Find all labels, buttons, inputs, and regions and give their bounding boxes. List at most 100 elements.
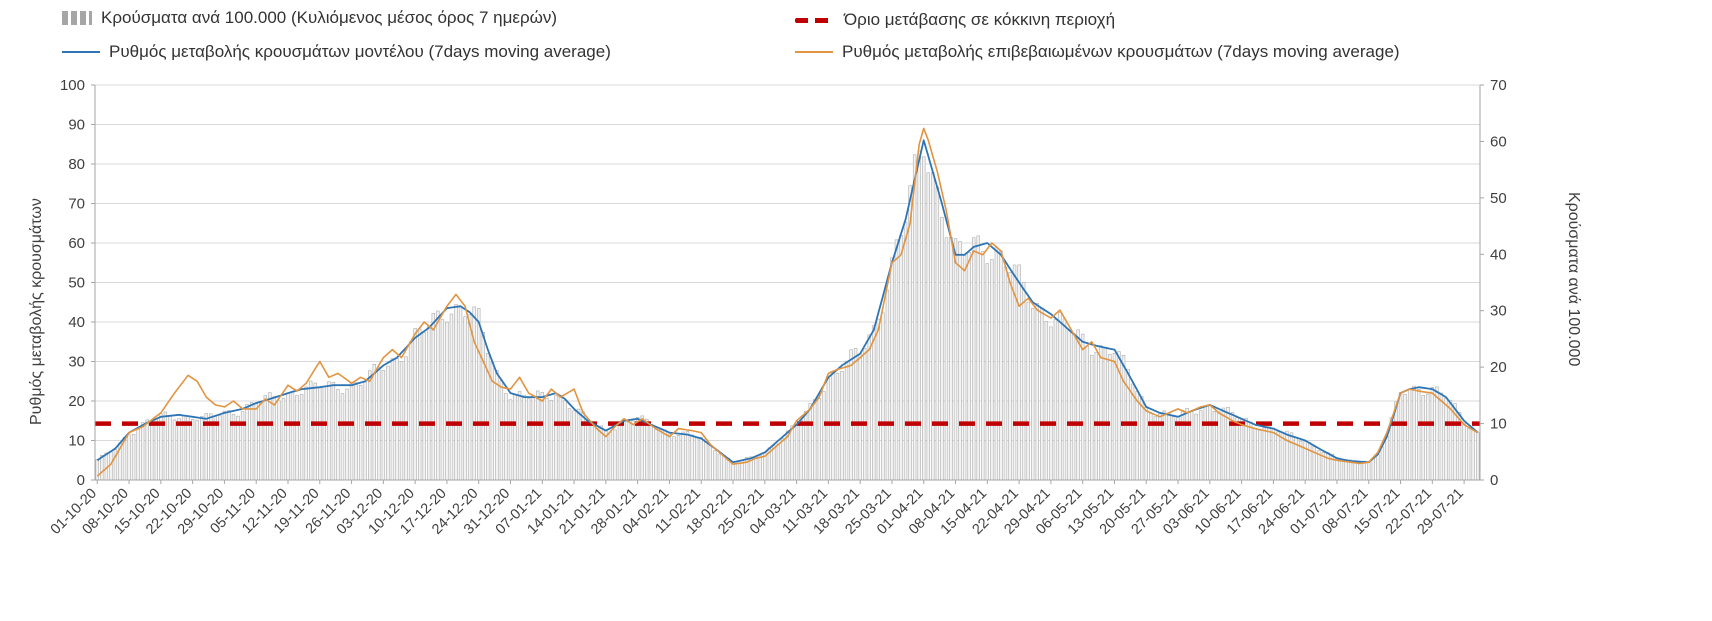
left-tick-label: 40 — [68, 314, 85, 331]
daily-bar — [908, 185, 912, 481]
daily-bar — [1144, 406, 1148, 481]
daily-bar — [1435, 386, 1439, 481]
daily-bar — [1344, 459, 1348, 481]
daily-bar — [1221, 407, 1226, 481]
daily-bar — [685, 431, 690, 481]
daily-bar — [195, 419, 199, 481]
daily-bar — [145, 419, 149, 481]
daily-bar — [390, 358, 395, 481]
daily-bar — [395, 358, 399, 481]
daily-bar — [1253, 427, 1257, 481]
daily-bar — [658, 429, 663, 481]
daily-bar — [299, 394, 304, 481]
daily-bar — [808, 403, 812, 481]
daily-bar — [1040, 307, 1044, 481]
daily-bar — [853, 348, 858, 481]
left-tick-label: 60 — [68, 235, 85, 252]
daily-bar — [1267, 425, 1271, 481]
daily-bar — [631, 420, 635, 481]
daily-bar — [495, 370, 499, 481]
daily-bar — [672, 436, 676, 481]
daily-bar — [903, 221, 908, 481]
daily-bar — [835, 372, 840, 481]
daily-bar — [1103, 347, 1108, 481]
daily-bar — [427, 325, 431, 481]
daily-bar — [1058, 312, 1062, 481]
daily-bar — [417, 328, 422, 481]
daily-bar — [249, 402, 254, 481]
daily-bar — [1403, 394, 1407, 481]
daily-bar — [1062, 318, 1067, 481]
daily-bar — [931, 172, 935, 481]
legend-label-confirmed-rate: Ρυθμός μεταβολής επιβεβαιωμένων κρουσμάτ… — [842, 42, 1400, 61]
daily-bar — [1162, 410, 1167, 481]
daily-bar — [572, 410, 576, 481]
daily-bar — [826, 377, 831, 481]
daily-bar — [245, 404, 249, 481]
daily-bar — [1021, 281, 1026, 481]
daily-bar — [1376, 454, 1380, 481]
daily-bar — [263, 395, 267, 481]
daily-bar — [336, 389, 340, 481]
daily-bar — [200, 416, 204, 481]
daily-bar — [1031, 307, 1035, 481]
daily-bar — [168, 415, 172, 481]
daily-bar — [277, 400, 281, 481]
left-tick-label: 70 — [68, 196, 85, 213]
daily-bar — [967, 251, 971, 481]
daily-bar — [1171, 416, 1176, 481]
daily-bar — [313, 382, 317, 481]
daily-bar — [1262, 427, 1267, 481]
daily-bar — [890, 257, 894, 481]
left-axis-title: Ρυθμός μεταβολής κρουσμάτων — [28, 198, 45, 425]
daily-bar — [290, 391, 295, 481]
daily-bar — [1099, 345, 1103, 481]
daily-bar — [590, 423, 594, 481]
daily-bar — [622, 418, 626, 481]
daily-bar — [445, 321, 449, 481]
daily-bar — [758, 454, 762, 481]
legend-item-model-rate: Ρυθμός μεταβολής κρουσμάτων μοντέλου (7d… — [62, 42, 611, 62]
daily-bar — [722, 455, 726, 481]
daily-bar — [635, 417, 640, 481]
daily-bar — [881, 312, 885, 481]
daily-bar — [717, 453, 722, 481]
model-line-swatch-icon — [62, 51, 100, 53]
daily-bar — [1080, 333, 1085, 481]
left-tick-label: 0 — [77, 472, 85, 489]
daily-bar — [172, 419, 177, 481]
right-tick-label: 40 — [1490, 246, 1507, 263]
daily-bar — [940, 216, 944, 481]
daily-bar — [1017, 264, 1021, 481]
legend-item-cases-per-100k: Κρούσματα ανά 100.000 (Κυλιόμενος μέσος … — [62, 8, 557, 28]
daily-bar — [408, 341, 413, 481]
daily-bar — [1426, 393, 1430, 481]
daily-bar — [349, 382, 354, 481]
daily-bar — [813, 399, 817, 481]
daily-bar — [268, 392, 272, 481]
daily-bar — [1412, 385, 1416, 481]
daily-bar — [358, 384, 363, 481]
daily-bar — [458, 306, 463, 481]
daily-bar — [508, 399, 513, 481]
daily-bar — [754, 456, 758, 481]
daily-bar — [1053, 319, 1058, 481]
daily-bar — [858, 353, 862, 481]
daily-bar — [690, 434, 694, 481]
daily-bar — [608, 431, 613, 481]
daily-bar — [150, 420, 154, 481]
daily-bar — [304, 386, 308, 481]
daily-bar — [1362, 463, 1366, 481]
daily-bar — [958, 241, 962, 481]
daily-bar — [1371, 457, 1375, 481]
right-tick-label: 60 — [1490, 133, 1507, 150]
daily-bar — [1135, 391, 1139, 481]
daily-bar — [649, 425, 653, 481]
daily-bar — [254, 403, 258, 481]
daily-bar — [504, 393, 508, 481]
daily-bar — [1258, 430, 1262, 481]
daily-bar — [1476, 431, 1480, 481]
daily-bar — [876, 318, 881, 481]
daily-bar — [449, 313, 454, 481]
right-tick-label: 0 — [1490, 472, 1498, 489]
